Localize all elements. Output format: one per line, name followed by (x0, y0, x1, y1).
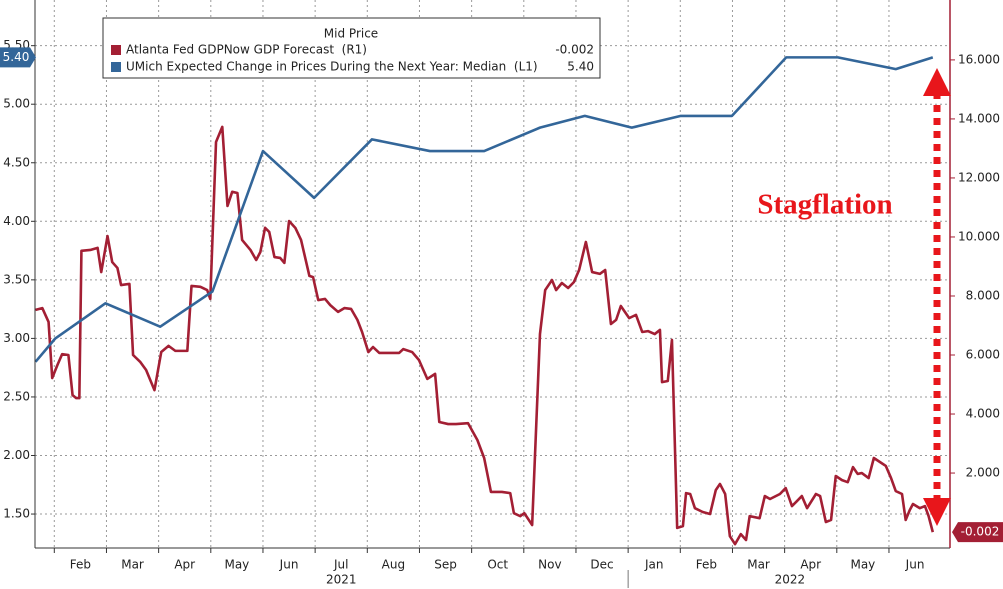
y-tick-label: 4.00 (3, 214, 30, 228)
y2-tick-label: 14.000 (958, 111, 1000, 125)
y2-tick-label: 8.000 (966, 288, 1000, 302)
x-tick-label: Jun (905, 558, 925, 572)
legend-swatch (111, 45, 121, 55)
legend-value: 5.40 (567, 60, 594, 74)
x-year-label: 2022 (775, 573, 806, 587)
y2-tick-label: 12.000 (958, 170, 1000, 184)
y2-tick-label: 10.000 (958, 229, 1000, 243)
y2-tick-label: 16.000 (958, 52, 1000, 66)
x-tick-label: Feb (70, 558, 91, 572)
arrow-head-up (923, 68, 951, 96)
y2-tick-label: 6.000 (966, 348, 1000, 362)
legend-value: -0.002 (555, 43, 594, 57)
legend: Mid Price Atlanta Fed GDPNow GDP Forecas… (102, 17, 601, 79)
x-tick-label: Nov (538, 558, 561, 572)
legend-box (102, 17, 601, 79)
axes: 1.502.002.503.003.504.004.505.005.502.00… (3, 0, 1000, 588)
legend-label: UMich Expected Change in Prices During t… (126, 60, 538, 74)
series-line (34, 56, 934, 363)
x-tick-label: Mar (121, 558, 144, 572)
series-line (35, 125, 935, 546)
legend-label: Atlanta Fed GDPNow GDP Forecast (R1) (126, 43, 367, 57)
grid (35, 0, 950, 548)
lines (34, 56, 935, 546)
y-tick-label: 5.00 (3, 97, 30, 111)
annotation: Stagflation (757, 189, 892, 221)
x-tick-label: Oct (487, 558, 508, 572)
x-tick-label: Apr (800, 558, 821, 572)
y-tick-label: 3.50 (3, 272, 30, 286)
last-value-tag (952, 522, 1003, 543)
y-tick-label: 2.00 (3, 448, 30, 462)
stagflation-arrow (923, 68, 951, 526)
x-tick-label: Mar (747, 558, 770, 572)
last-value-tag (0, 47, 36, 68)
y2-tick-label: 4.000 (966, 407, 1000, 421)
y-tick-label: 2.50 (3, 389, 30, 403)
y2-tick-label: 2.000 (966, 466, 1000, 480)
x-tick-label: May (850, 558, 875, 572)
x-tick-label: Dec (590, 558, 613, 572)
x-tick-label: Apr (174, 558, 195, 572)
x-tick-label: May (224, 558, 249, 572)
last-value-label: 5.40 (3, 50, 30, 64)
x-year-label: 2021 (326, 573, 357, 587)
x-tick-label: Aug (382, 558, 405, 572)
y-tick-label: 1.50 (3, 507, 30, 521)
y-tick-label: 4.50 (3, 155, 30, 169)
x-tick-label: Jan (644, 558, 664, 572)
arrow-head-down (923, 498, 951, 526)
x-tick-label: Jun (279, 558, 299, 572)
y-tick-label: 3.00 (3, 331, 30, 345)
last-value-label: -0.002 (961, 525, 1000, 539)
x-tick-label: Sep (434, 558, 457, 572)
x-tick-label: Feb (696, 558, 717, 572)
x-tick-label: Jul (333, 558, 348, 572)
legend-swatch (111, 62, 121, 72)
legend-title: Mid Price (324, 27, 378, 41)
